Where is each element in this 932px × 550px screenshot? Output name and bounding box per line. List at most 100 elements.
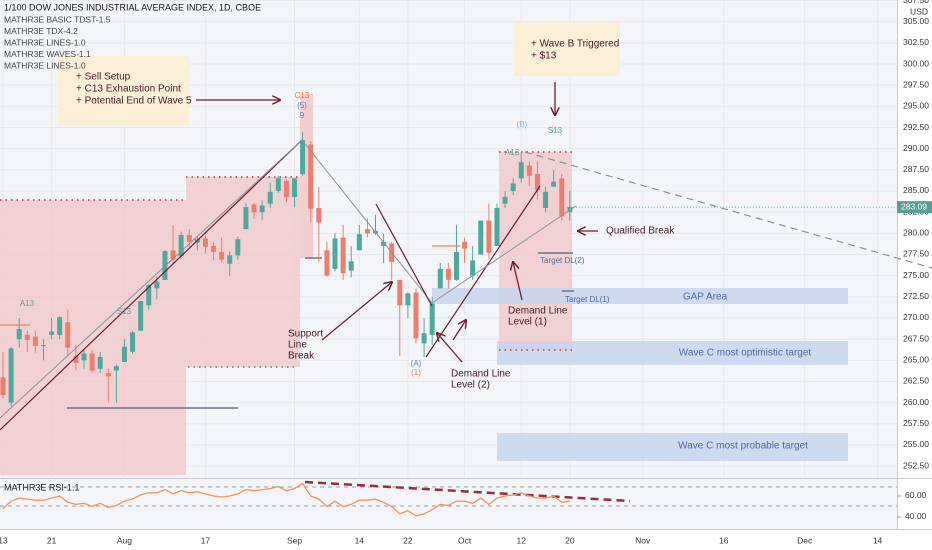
candle-body [170, 250, 176, 260]
target-zone [497, 433, 848, 461]
candle-body [340, 237, 346, 274]
demand-line [431, 205, 577, 304]
chart-title: 1/100 DOW JONES INDUSTRIAL AVERAGE INDEX… [4, 2, 261, 12]
x-tick-label: Oct [458, 535, 472, 545]
indicator-label: MATHR3E LINES-1.0 [4, 37, 86, 47]
count-label: S13 [117, 307, 132, 316]
candle-body [356, 234, 362, 251]
candle-body [178, 235, 184, 257]
candle-body [235, 239, 241, 256]
candle-body [81, 353, 87, 361]
y-tick-label: 285.00 [903, 185, 929, 195]
candle-body [292, 178, 298, 197]
candle-body [486, 220, 492, 253]
candle-body [32, 336, 38, 346]
arrows [196, 82, 598, 363]
y-tick-label: 255.00 [903, 439, 929, 449]
x-tick-label: 14 [355, 535, 365, 545]
candle-body [24, 334, 30, 341]
x-tick-label: 12 [517, 535, 527, 545]
annotation: Line [288, 340, 307, 351]
target-label: Target DL(2) [540, 256, 585, 265]
y-tick-label: 295.00 [903, 101, 929, 111]
candle-body [89, 353, 95, 371]
y-tick-label: 252.50 [903, 460, 929, 470]
candle-body [275, 178, 281, 191]
y-tick-label: 300.00 [903, 58, 929, 68]
price-tag [897, 201, 932, 214]
candle-body [154, 281, 160, 289]
y-tick-label: 267.50 [903, 333, 929, 343]
candle-body [453, 251, 459, 280]
candle-body [381, 241, 387, 247]
candle-body [97, 356, 103, 369]
annotation: Demand Line [451, 369, 511, 380]
note-line: + $13 [531, 51, 557, 62]
candle-body [478, 220, 484, 255]
y-tick-label: 265.00 [903, 355, 929, 365]
candle-body [429, 303, 435, 335]
level-lines [0, 245, 574, 409]
candle-body [267, 191, 273, 204]
candle-body [510, 183, 516, 191]
annotation: Qualified Break [606, 226, 675, 237]
indicator-label: MATHR3E WAVES-1.1 [4, 49, 91, 59]
candle-body [105, 373, 111, 377]
candle-body [332, 238, 338, 269]
x-tick-label: Sep [287, 535, 302, 545]
candle-body [65, 322, 71, 348]
projection-line [524, 151, 932, 269]
x-tick-label: 16 [719, 535, 729, 545]
x-tick-label: 13 [0, 535, 8, 545]
annotation: Demand Line [508, 306, 568, 317]
candle-body [130, 332, 136, 352]
trend-line [0, 139, 303, 419]
y-tick-label: 275.00 [903, 270, 929, 280]
candle-body [308, 144, 314, 209]
candle-body [494, 207, 500, 247]
wave-line [375, 203, 433, 307]
candle-body [518, 162, 524, 179]
candle-body [559, 178, 565, 217]
tdst-lines [0, 151, 572, 368]
zone-label: Wave C most optimistic target [679, 348, 812, 359]
candle-body [413, 292, 419, 339]
rsi-tick-label: 40.00 [905, 511, 927, 521]
candle-body [397, 279, 403, 306]
y-tick-label: 270.00 [903, 312, 929, 322]
target-label: Target DL(1) [565, 295, 610, 304]
count-label: A13 [20, 299, 35, 308]
candle-body [543, 191, 549, 208]
x-tick-label: Dec [797, 535, 813, 545]
candle-body [300, 140, 306, 175]
candle-body [243, 207, 249, 230]
annotation: Support [288, 329, 323, 340]
candle-body [316, 207, 322, 223]
candle-body [526, 165, 532, 176]
y-tick-label: 257.50 [903, 418, 929, 428]
x-tick-label: 20 [565, 535, 575, 545]
y-tick-label: 290.00 [903, 143, 929, 153]
wave-label: (A) [411, 359, 422, 368]
candle-body [502, 196, 508, 204]
candle-body [551, 181, 557, 187]
count-label: A13 [505, 148, 520, 157]
x-tick-label: Nov [635, 535, 651, 545]
rsi-divergence [304, 480, 631, 503]
x-tick-label: 17 [201, 535, 211, 545]
candle-body [421, 333, 427, 344]
y-tick-label: 305.00 [903, 16, 929, 26]
candle-body [470, 260, 476, 276]
x-tick-label: 21 [47, 535, 57, 545]
candle-body [364, 229, 370, 234]
candle-body [8, 348, 14, 403]
candle-body [211, 246, 217, 252]
y-tick-label: 260.00 [903, 397, 929, 407]
indicator-label: MATHR3E TDX-4.2 [4, 26, 78, 36]
note-box [514, 22, 620, 76]
candle-body [113, 366, 119, 371]
zone-label: Wave C most probable target [678, 441, 808, 452]
y-tick-label: 262.50 [903, 376, 929, 386]
